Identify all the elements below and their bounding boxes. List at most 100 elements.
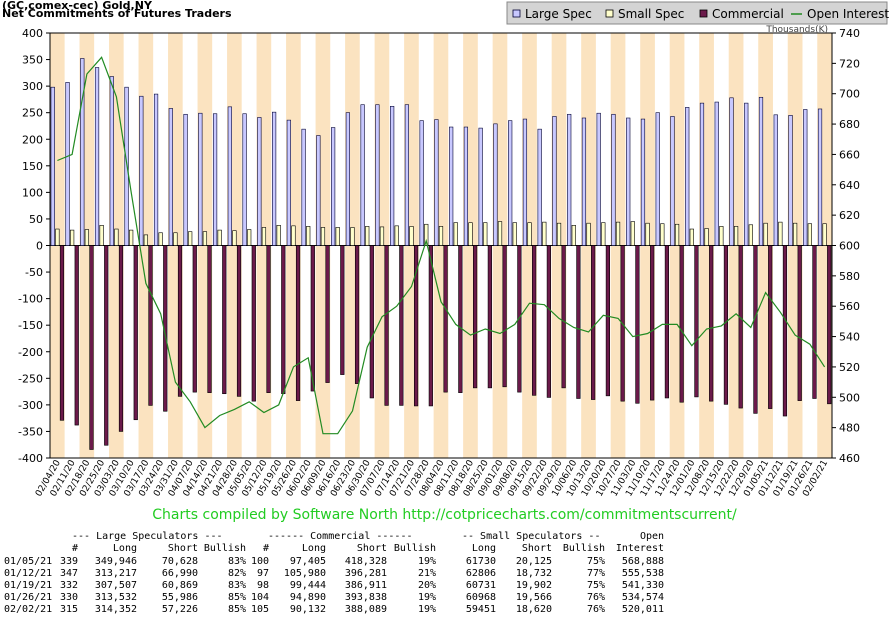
commercial-bar <box>723 245 729 405</box>
left-axis-tick-label: -50 <box>25 266 43 279</box>
small-spec-bar <box>615 221 621 246</box>
table-header-comm-count: # <box>262 543 269 554</box>
small-spec-bar <box>202 231 208 246</box>
commercial-bar <box>768 245 773 409</box>
commercial-bar <box>576 245 581 399</box>
table-cell-comm-long: 94,890 <box>289 592 326 603</box>
commercial-bar <box>251 245 256 402</box>
commercial-bar <box>236 245 242 397</box>
large-spec-bar <box>109 76 114 246</box>
small-spec-bar <box>793 222 798 246</box>
table-cell-short: 70,628 <box>161 556 198 567</box>
small-spec-bar <box>70 229 75 246</box>
table-cell-small-bullish: 75% <box>586 556 605 567</box>
small-spec-bar <box>350 227 355 246</box>
small-spec-bar <box>733 226 739 246</box>
table-header-open-line2: Interest <box>615 543 664 554</box>
small-spec-bar <box>217 229 222 246</box>
small-spec-bar <box>527 222 532 246</box>
chart-title-line1: (GC,comex-cec) Gold,NY <box>2 0 152 12</box>
large-spec-bar <box>449 126 454 246</box>
right-axis-tick-label: 620 <box>839 209 860 222</box>
table-cell-date: 01/19/21 <box>4 580 53 591</box>
small-spec-bar <box>512 222 517 246</box>
large-spec-bar <box>65 82 70 246</box>
commercial-bar <box>738 245 743 409</box>
table-cell-small-short: 18,732 <box>515 568 552 579</box>
table-cell-long: 307,507 <box>94 580 137 591</box>
table-cell-small-long: 60731 <box>465 580 496 591</box>
commercial-bar <box>104 245 109 446</box>
commercial-bar <box>428 245 433 407</box>
commercial-bar <box>753 245 758 414</box>
left-axis-tick-label: -350 <box>18 425 43 438</box>
commercial-bar <box>369 245 374 399</box>
large-spec-bar <box>640 118 646 246</box>
commercial-bar <box>413 245 419 407</box>
table-cell-small-bullish: 76% <box>586 604 605 615</box>
large-spec-bar <box>773 114 778 246</box>
table-cell-short: 66,990 <box>161 568 198 579</box>
small-spec-bar <box>114 228 119 246</box>
table-cell-comm-count: 97 <box>256 568 269 579</box>
small-spec-bar <box>129 229 134 246</box>
large-spec-bar <box>788 115 793 246</box>
small-spec-bar <box>674 223 680 246</box>
small-spec-bar <box>807 223 812 246</box>
large-spec-bar <box>567 113 572 246</box>
commercial-bar <box>177 245 183 397</box>
right-axis-tick-label: 460 <box>839 452 860 465</box>
table-cell-bullish: 85% <box>227 592 246 603</box>
large-spec-bar <box>375 104 380 246</box>
table-cell-count: 315 <box>59 604 78 615</box>
table-header-comm-bullish: Bullish <box>393 543 436 554</box>
large-spec-bar <box>803 109 808 246</box>
table-cell-open: 520,011 <box>621 604 664 615</box>
right-axis-unit-label: Thousands(K) <box>765 25 828 35</box>
right-axis-tick-label: 740 <box>839 27 860 40</box>
table-header-small-long: Long <box>471 543 496 554</box>
commercial-bar <box>487 245 492 389</box>
small-spec-bar <box>571 225 576 246</box>
table-cell-long: 313,532 <box>94 592 137 603</box>
commercial-bar <box>354 245 360 384</box>
chart-title-line2: Net Commitments of Futures Traders <box>2 7 232 20</box>
table-cell-comm-short: 388,089 <box>344 604 387 615</box>
commercial-bar <box>74 245 79 426</box>
table-header-comm-short: Short <box>356 543 387 554</box>
commercial-bar <box>605 245 611 397</box>
small-spec-bar <box>719 226 724 246</box>
table-header-long: Long <box>112 543 137 554</box>
table-cell-open: 568,888 <box>621 556 664 567</box>
large-spec-bar <box>611 113 616 246</box>
table-cell-count: 347 <box>59 568 78 579</box>
large-spec-bar <box>301 128 306 246</box>
commercial-bar <box>222 245 227 395</box>
large-spec-bar <box>670 116 675 246</box>
table-cell-bullish: 83% <box>227 556 246 567</box>
commercial-bar <box>266 245 271 393</box>
commercial-bar <box>118 245 124 432</box>
small-spec-bar <box>247 229 252 246</box>
right-axis-tick-label: 700 <box>839 88 860 101</box>
commercial-bar <box>59 245 65 421</box>
right-axis-tick-label: 560 <box>839 300 860 313</box>
small-spec-bar <box>586 222 591 246</box>
table-cell-short: 57,226 <box>161 604 198 615</box>
table-cell-small-short: 18,620 <box>515 604 552 615</box>
large-spec-bar <box>94 67 100 246</box>
commercial-bar <box>281 245 286 395</box>
large-spec-bar <box>316 135 321 246</box>
table-cell-small-long: 60968 <box>465 592 496 603</box>
commercial-bar <box>473 245 478 389</box>
large-spec-bar <box>626 117 631 246</box>
small-spec-bar <box>438 226 444 246</box>
left-axis-tick-label: 100 <box>22 186 43 199</box>
large-spec-bar <box>257 117 262 246</box>
right-axis-tick-label: 480 <box>839 422 860 435</box>
table-cell-count: 339 <box>59 556 78 567</box>
small-spec-bar <box>689 228 694 246</box>
table-cell-date: 01/26/21 <box>4 592 53 603</box>
small-spec-bar <box>173 232 178 246</box>
small-spec-bar <box>188 231 193 246</box>
